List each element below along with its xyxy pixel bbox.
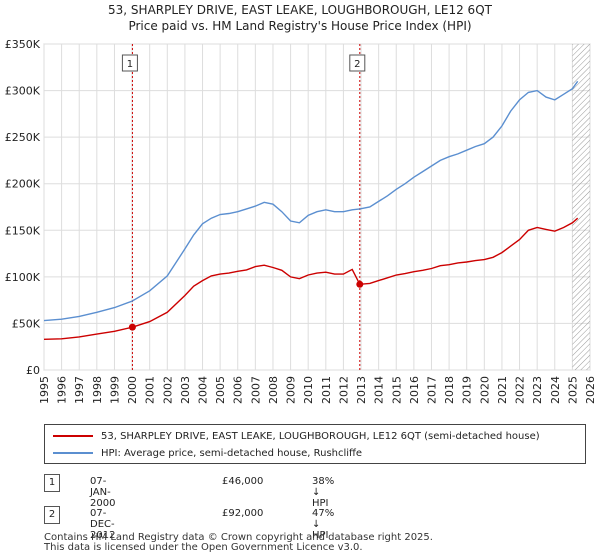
x-tick-label: 2023	[531, 376, 544, 404]
sale-marker-label: 2	[354, 59, 360, 70]
plot-frame	[43, 43, 591, 371]
x-tick-label: 2013	[355, 376, 368, 404]
annotation-date: 07-JAN-2000	[90, 476, 116, 509]
property-price-line	[43, 217, 579, 340]
legend-swatch-property	[53, 435, 93, 437]
chart-title-line1: 53, SHARPLEY DRIVE, EAST LEAKE, LOUGHBOR…	[108, 3, 492, 17]
x-tick-label: 2011	[320, 376, 333, 404]
annotation-hpi: 47% ↓ HPI	[312, 508, 335, 541]
hatched-region	[572, 44, 590, 370]
x-tick-label: 2022	[514, 376, 527, 404]
x-tick-label: 1999	[108, 376, 121, 404]
x-tick-label: 2018	[443, 376, 456, 404]
x-tick-label: 2017	[425, 376, 438, 404]
x-tick-label: 2020	[478, 376, 491, 404]
y-tick-label: £350K	[5, 38, 41, 51]
chart-title-line2: Price paid vs. HM Land Registry's House …	[128, 19, 472, 33]
annotation-price: £46,000	[222, 476, 264, 487]
x-tick-label: 2002	[161, 376, 174, 404]
x-tick-label: 2007	[249, 376, 262, 404]
x-tick-label: 2015	[390, 376, 403, 404]
x-tick-label: 2009	[285, 376, 298, 404]
x-tick-label: 2019	[461, 376, 474, 404]
x-tick-label: 2003	[179, 376, 192, 404]
x-tick-label: 2008	[267, 376, 280, 404]
hpi-line	[43, 80, 579, 322]
x-tick-label: 2005	[214, 376, 227, 404]
x-tick-label: 1995	[38, 376, 51, 404]
legend: 53, SHARPLEY DRIVE, EAST LEAKE, LOUGHBOR…	[44, 424, 586, 464]
x-tick-label: 2012	[337, 376, 350, 404]
annotation-hpi: 38% ↓ HPI	[312, 476, 335, 509]
x-tick-label: 2006	[232, 376, 245, 404]
x-tick-label: 1998	[91, 376, 104, 404]
x-tick-label: 2025	[566, 376, 579, 404]
x-tick-label: 2004	[197, 376, 210, 404]
x-tick-label: 2021	[496, 376, 509, 404]
x-tick-label: 2024	[549, 376, 562, 404]
annotation-number: 2	[44, 506, 60, 524]
sale-marker-box	[121, 54, 138, 72]
legend-label-property: 53, SHARPLEY DRIVE, EAST LEAKE, LOUGHBOR…	[101, 430, 540, 442]
annotation-number: 1	[44, 474, 60, 492]
x-tick-label: 2010	[302, 376, 315, 404]
x-tick-label: 1996	[56, 376, 69, 404]
legend-label-hpi: HPI: Average price, semi-detached house,…	[101, 447, 363, 459]
sale-point	[356, 280, 364, 288]
y-tick-label: £200K	[5, 178, 41, 191]
footer-line2: This data is licensed under the Open Gov…	[44, 542, 363, 553]
sale-marker-box	[349, 54, 366, 72]
legend-item-hpi: HPI: Average price, semi-detached house,…	[53, 445, 362, 461]
y-tick-label: £100K	[5, 271, 41, 284]
legend-item-property: 53, SHARPLEY DRIVE, EAST LEAKE, LOUGHBOR…	[53, 428, 540, 444]
legend-swatch-hpi	[53, 452, 93, 454]
x-tick-label: 2014	[373, 376, 386, 404]
sale-marker-label: 1	[127, 59, 133, 70]
annotation-price: £92,000	[222, 508, 264, 519]
annotation-date: 07-DEC-2012	[90, 508, 116, 541]
x-tick-label: 2026	[584, 376, 597, 404]
y-tick-label: £0	[26, 364, 40, 377]
y-tick-label: £300K	[5, 85, 41, 98]
x-tick-label: 2000	[126, 376, 139, 404]
price-chart: 1 2 £0 £50K £100K £150K £200K £250K £300K £350K 1…	[5, 38, 597, 404]
x-tick-label: 2001	[144, 376, 157, 404]
y-tick-label: £50K	[12, 317, 41, 330]
x-tick-label: 1997	[73, 376, 86, 404]
y-tick-label: £150K	[5, 224, 41, 237]
footer-line1: Contains HM Land Registry data © Crown c…	[44, 532, 433, 543]
y-tick-label: £250K	[5, 131, 41, 144]
sale-point	[128, 323, 136, 331]
x-tick-label: 2016	[408, 376, 421, 404]
